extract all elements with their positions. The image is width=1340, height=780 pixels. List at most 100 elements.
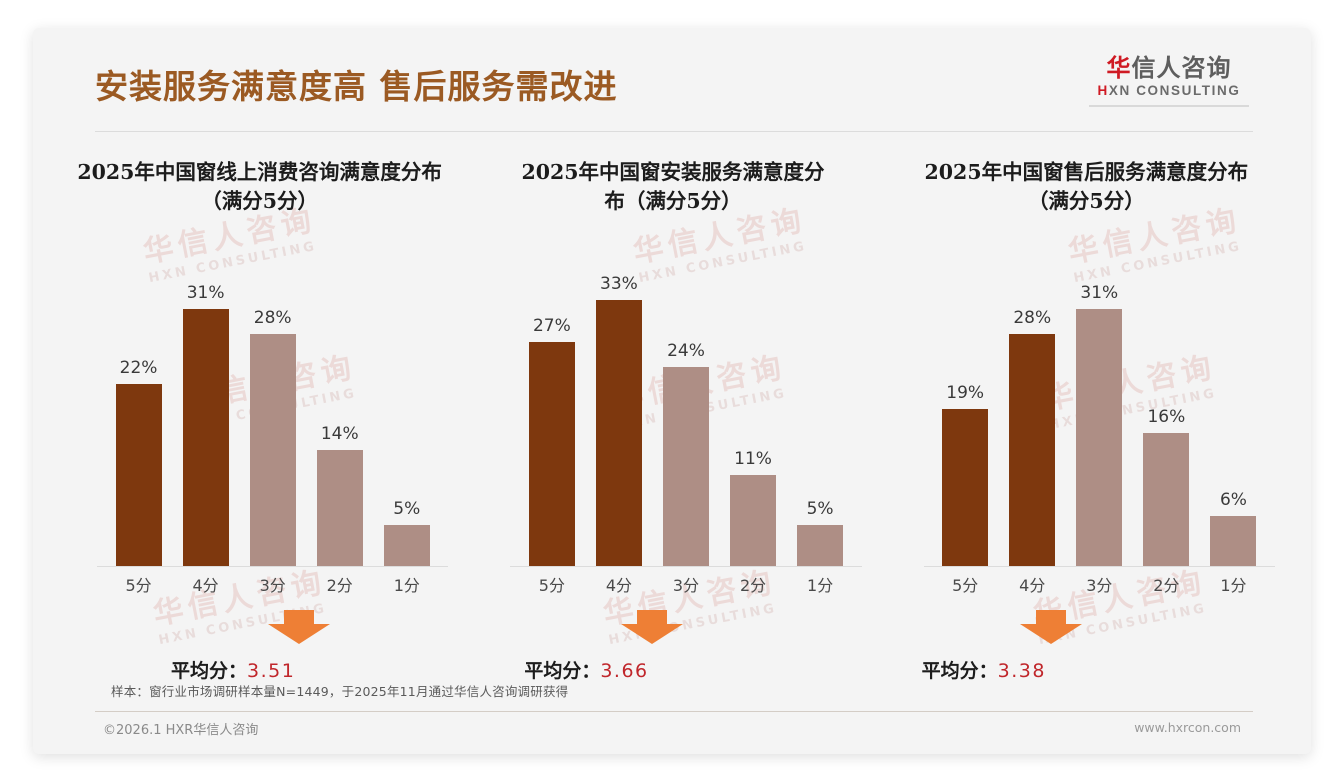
bar[interactable] bbox=[797, 525, 844, 566]
x-axis-tick-label: 3分 bbox=[672, 576, 700, 595]
bar-value-label: 22% bbox=[119, 358, 158, 378]
average-value: 3.38 bbox=[997, 660, 1046, 682]
slide: 安装服务满意度高 售后服务需改进 华信人咨询 HXN CONSULTING 华信… bbox=[33, 28, 1311, 754]
average-score: 平均分：3.51 bbox=[171, 656, 295, 683]
logo-rest-chars: 信人咨询 bbox=[1131, 54, 1232, 82]
bar-value-label: 31% bbox=[186, 283, 225, 303]
bar[interactable] bbox=[662, 367, 709, 566]
bar-slot: 5% bbox=[373, 276, 440, 566]
plot-area: 19% 28% 31% 16% 6% bbox=[932, 276, 1267, 566]
bar-value-label: 24% bbox=[667, 341, 705, 361]
chart-panel-aftersales-service: 2025年中国窗售后服务满意度分布 （满分5分） 19% 28% 31% 16% 6% … bbox=[880, 158, 1293, 682]
average-label: 平均分： bbox=[921, 660, 998, 682]
average-label: 平均分： bbox=[524, 660, 601, 682]
bar[interactable] bbox=[383, 525, 430, 566]
slide-header: 安装服务满意度高 售后服务需改进 华信人咨询 HXN CONSULTING bbox=[33, 28, 1311, 132]
plot-area: 27% 33% 24% 11% 5% bbox=[518, 276, 853, 566]
x-axis-line bbox=[510, 566, 862, 567]
average-label: 平均分： bbox=[171, 660, 248, 682]
bar[interactable] bbox=[1076, 309, 1123, 566]
bar[interactable] bbox=[730, 475, 777, 566]
plot-area: 22% 31% 28% 14% 5% bbox=[105, 276, 440, 566]
x-axis-tick-label: 3分 bbox=[259, 576, 286, 595]
x-axis-tick-label: 5分 bbox=[538, 576, 565, 595]
chart-title: 2025年中国窗安装服务满意度分 布（满分5分） bbox=[474, 158, 871, 216]
x-axis-labels: 5分 4分 3分 2分 1分 bbox=[518, 572, 853, 596]
company-logo: 华信人咨询 HXN CONSULTING bbox=[1089, 54, 1249, 108]
bar-value-label: 14% bbox=[320, 424, 359, 444]
bar[interactable] bbox=[182, 309, 229, 566]
bar-value-label: 5% bbox=[393, 499, 421, 519]
charts-container: 2025年中国窗线上消费咨询满意度分布 （满分5分） 22% 31% 28% 14% 5… bbox=[53, 158, 1293, 682]
bar-slot: 11% bbox=[720, 276, 787, 566]
x-axis-labels: 5分 4分 3分 2分 1分 bbox=[932, 572, 1267, 596]
chart-title-line1: 2025年中国窗售后服务满意度分布 bbox=[924, 160, 1249, 184]
chart-title: 2025年中国窗售后服务满意度分布 （满分5分） bbox=[888, 158, 1285, 216]
x-axis-tick-label: 5分 bbox=[125, 576, 152, 595]
bar[interactable] bbox=[1143, 433, 1190, 566]
bar-slot: 33% bbox=[585, 276, 652, 566]
bar[interactable] bbox=[115, 384, 162, 566]
down-arrow-icon bbox=[621, 610, 684, 644]
bar-group: 22% 31% 28% 14% 5% bbox=[105, 276, 440, 566]
x-axis-labels: 5分 4分 3分 2分 1分 bbox=[105, 572, 440, 596]
chart-title-line1: 2025年中国窗安装服务满意度分 bbox=[521, 160, 825, 184]
x-axis-tick-label: 3分 bbox=[1086, 576, 1113, 595]
bar[interactable] bbox=[942, 409, 989, 566]
x-axis-tick-label: 1分 bbox=[1220, 576, 1247, 595]
logo-h-char: H bbox=[1097, 83, 1109, 99]
copyright-text: ©2026.1 HXR华信人咨询 bbox=[103, 723, 259, 738]
average-score: 平均分：3.38 bbox=[922, 656, 1046, 683]
bar-value-label: 28% bbox=[1013, 308, 1052, 328]
average-score: 平均分：3.66 bbox=[524, 656, 648, 683]
website-url[interactable]: www.hxrcon.com bbox=[1134, 720, 1241, 735]
bar-value-label: 27% bbox=[532, 316, 571, 336]
logo-hua-char: 华 bbox=[1106, 54, 1132, 82]
bar-slot: 6% bbox=[1200, 276, 1267, 566]
x-axis-tick-label: 4分 bbox=[192, 576, 219, 595]
header-divider bbox=[95, 131, 1253, 132]
chart-title-line2: （满分5分） bbox=[201, 189, 319, 214]
bar-value-label: 16% bbox=[1147, 407, 1186, 427]
chart-title-line2: 布（满分5分） bbox=[604, 189, 742, 214]
average-value: 3.66 bbox=[600, 660, 649, 682]
x-axis-tick-label: 4分 bbox=[605, 576, 633, 595]
bar[interactable] bbox=[528, 342, 575, 566]
bar-slot: 27% bbox=[518, 276, 585, 566]
down-arrow-icon bbox=[1019, 610, 1082, 644]
bar-value-label: 28% bbox=[253, 308, 292, 328]
bar-slot: 31% bbox=[172, 276, 239, 566]
down-arrow-icon bbox=[268, 610, 330, 644]
average-value: 3.51 bbox=[247, 660, 296, 682]
bar[interactable] bbox=[1009, 334, 1056, 566]
bar-value-label: 19% bbox=[946, 383, 985, 403]
bar-slot: 31% bbox=[1066, 276, 1133, 566]
bar[interactable] bbox=[249, 334, 296, 566]
x-axis-tick-label: 2分 bbox=[739, 576, 767, 595]
logo-en-rest: XN CONSULTING bbox=[1108, 83, 1241, 99]
bar-value-label: 11% bbox=[734, 449, 772, 469]
x-axis-line bbox=[97, 566, 449, 567]
bar-slot: 22% bbox=[105, 276, 172, 566]
x-axis-tick-label: 2分 bbox=[326, 576, 353, 595]
x-axis-tick-label: 1分 bbox=[393, 576, 420, 595]
x-axis-line bbox=[923, 566, 1275, 567]
bar-value-label: 33% bbox=[600, 274, 638, 294]
x-axis-tick-label: 1分 bbox=[807, 576, 834, 595]
bar-group: 27% 33% 24% 11% 5% bbox=[518, 276, 853, 566]
bar-slot: 28% bbox=[239, 276, 306, 566]
chart-title-line1: 2025年中国窗线上消费咨询满意度分布 bbox=[77, 160, 442, 184]
chart-panel-online-consult: 2025年中国窗线上消费咨询满意度分布 （满分5分） 22% 31% 28% 14% 5… bbox=[53, 158, 466, 682]
bar[interactable] bbox=[595, 300, 642, 566]
logo-underline bbox=[1089, 105, 1249, 108]
bar[interactable] bbox=[1210, 516, 1257, 566]
bar-slot: 28% bbox=[999, 276, 1066, 566]
bar-slot: 14% bbox=[306, 276, 373, 566]
bar[interactable] bbox=[316, 450, 363, 566]
footer-divider bbox=[95, 711, 1253, 712]
chart-title-line2: （满分5分） bbox=[1027, 189, 1145, 214]
page-title: 安装服务满意度高 售后服务需改进 bbox=[95, 67, 618, 106]
bar-group: 19% 28% 31% 16% 6% bbox=[932, 276, 1267, 566]
source-footnote: 样本：窗行业市场调研样本量N=1449，于2025年11月通过华信人咨询调研获得 bbox=[111, 684, 569, 699]
